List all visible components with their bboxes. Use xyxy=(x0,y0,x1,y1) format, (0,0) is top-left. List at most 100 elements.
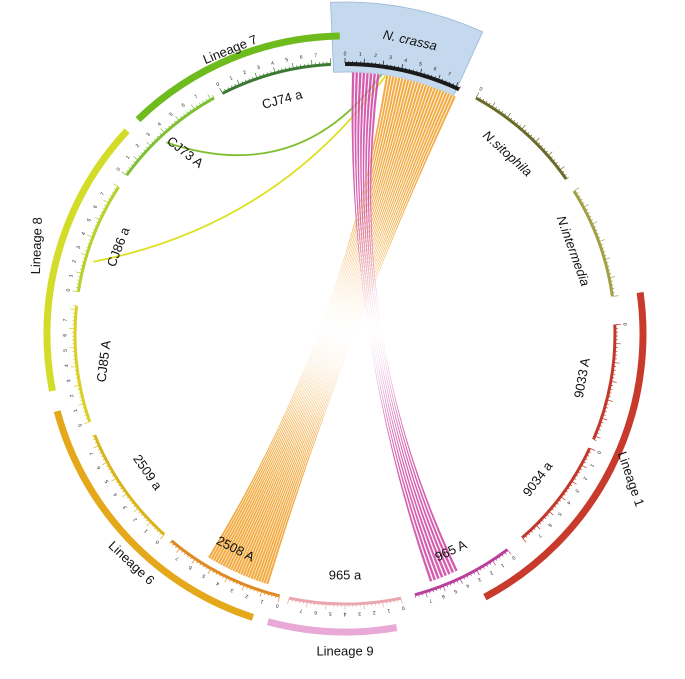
segment-tick xyxy=(519,124,521,127)
link-965a-n-crassa xyxy=(359,72,444,579)
tick-label: 5 xyxy=(63,349,69,352)
segment-tick xyxy=(91,435,94,437)
segment-tick xyxy=(128,167,131,169)
segment-tick xyxy=(476,92,480,98)
segment-tick xyxy=(92,228,95,231)
segment-tick xyxy=(610,276,616,279)
segment-tick xyxy=(93,445,99,449)
segment-tick xyxy=(556,502,559,505)
segment-tick xyxy=(93,438,96,441)
segment-tick xyxy=(588,451,591,454)
segment-tick xyxy=(267,593,270,597)
segment-tick xyxy=(277,596,280,602)
tick-label: 5 xyxy=(418,61,423,68)
tick-label: 6 xyxy=(92,204,99,209)
tick-label: 6 xyxy=(546,522,552,528)
lineage-arc-lineage-6 xyxy=(53,410,254,621)
segment-tick xyxy=(538,142,541,145)
tick-label: 4 xyxy=(565,499,572,505)
segment-tick xyxy=(429,591,431,594)
segment-tick xyxy=(109,194,112,197)
segment-tick xyxy=(466,575,469,578)
segment-tick xyxy=(540,145,543,148)
link-2508a-n-crassa xyxy=(260,92,451,584)
segment-tick xyxy=(541,519,544,522)
tick-label: 2 xyxy=(69,393,76,397)
segment-tick xyxy=(143,516,146,519)
segment-tick xyxy=(77,388,80,390)
segment-tick xyxy=(128,499,131,502)
segment-tick xyxy=(239,583,241,587)
tick-label: 3 xyxy=(477,576,483,583)
segment-tick xyxy=(408,68,411,71)
segment-tick xyxy=(146,141,151,146)
segment-tick xyxy=(80,264,83,267)
segment-tick xyxy=(108,468,111,471)
tick-label: 2 xyxy=(374,53,378,59)
segment-tick xyxy=(554,505,557,508)
segment-tick xyxy=(97,448,100,451)
segment-tick xyxy=(99,452,102,454)
tick-label: 2 xyxy=(72,259,79,263)
segment-tick xyxy=(498,556,501,559)
segment-tick xyxy=(572,481,577,485)
segment-tick xyxy=(168,125,171,128)
segment-tick xyxy=(530,134,533,137)
link-2508a-n-crassa xyxy=(234,82,422,574)
segment-tick xyxy=(562,171,565,173)
segment-tick xyxy=(533,528,536,530)
segment-label-2509-a: 2509 a xyxy=(130,452,166,494)
segment-tick xyxy=(609,392,612,394)
segment-tick xyxy=(113,188,116,190)
segment-tick xyxy=(561,496,566,501)
segment-tick xyxy=(587,212,590,214)
segment-tick xyxy=(550,156,553,159)
link-2508a-n-crassa xyxy=(237,83,425,575)
segment-tick xyxy=(567,487,570,490)
segment-tick xyxy=(165,128,168,131)
segment-tick xyxy=(492,102,496,107)
segment-tick xyxy=(400,599,403,605)
segment-tick xyxy=(609,273,612,275)
tick-label: 3 xyxy=(230,587,235,594)
segment-tick xyxy=(446,584,448,588)
segment-tick xyxy=(101,462,107,466)
tick-label: 6 xyxy=(299,55,303,61)
segment-tick xyxy=(536,525,541,530)
segment-tick xyxy=(419,68,423,74)
link-2508a-n-crassa xyxy=(219,77,404,566)
segment-label-cj85-a: CJ85 A xyxy=(94,339,114,383)
segment-tick xyxy=(489,562,492,565)
tick-label: 7 xyxy=(447,71,452,78)
segment-tick xyxy=(78,403,84,406)
segment-tick xyxy=(581,465,587,469)
segment-tick xyxy=(156,135,159,138)
segment-tick xyxy=(456,580,459,583)
segment-tick xyxy=(405,67,407,70)
segment-tick xyxy=(601,421,604,424)
segment-tick xyxy=(111,478,116,482)
segment-tick xyxy=(153,527,156,530)
link-2508a-n-crassa xyxy=(227,80,413,570)
tick-label: 7 xyxy=(175,555,181,562)
tick-label: 3 xyxy=(389,55,393,61)
segment-tick xyxy=(222,576,224,579)
segment-tick xyxy=(85,418,88,420)
tick-label: 3 xyxy=(76,245,83,250)
segment-tick xyxy=(430,75,433,78)
segment-tick xyxy=(118,484,121,487)
segment-tick xyxy=(138,511,141,514)
segment-tick xyxy=(171,123,173,126)
segment-tick xyxy=(543,147,546,150)
tick-label: 4 xyxy=(404,58,408,65)
segment-tick xyxy=(266,72,268,75)
segment-tick xyxy=(219,574,221,577)
segment-tick xyxy=(285,67,287,70)
segment-tick xyxy=(600,243,603,246)
segment-tick xyxy=(605,257,611,260)
segment-tick xyxy=(88,239,91,241)
tick-label: 2 xyxy=(244,593,249,600)
tick-label: 5 xyxy=(329,610,332,616)
tick-label: 7 xyxy=(314,53,318,59)
segment-tick xyxy=(504,113,507,116)
